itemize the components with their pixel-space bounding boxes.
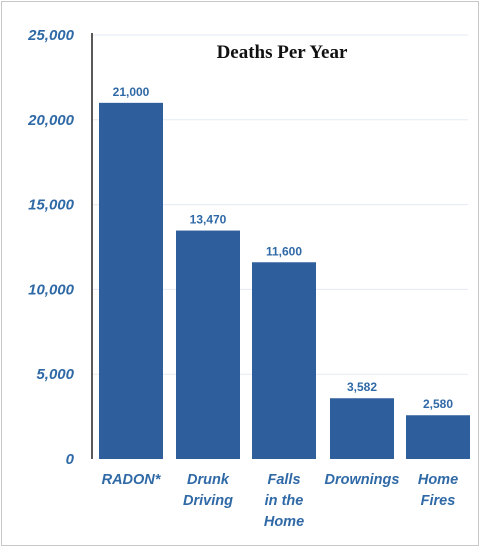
y-tick-label: 25,000 [27, 27, 75, 44]
y-tick-label: 0 [66, 451, 75, 468]
data-label: 13,470 [190, 213, 227, 227]
y-tick-label: 5,000 [36, 366, 74, 383]
x-tick-label: Home Fires [418, 472, 458, 509]
bar [252, 262, 316, 459]
x-tick-label: RADON* [102, 472, 162, 488]
x-tick-label: Drunk Driving [183, 472, 233, 509]
y-tick-label: 20,000 [27, 112, 75, 129]
data-label: 3,582 [347, 380, 377, 394]
bar [406, 415, 470, 459]
bar [99, 102, 163, 459]
x-tick-label: Falls in the Home [264, 472, 304, 530]
bar [176, 230, 240, 459]
bars [99, 102, 470, 459]
chart-title: Deaths Per Year [217, 42, 348, 63]
data-label: 2,580 [423, 397, 453, 411]
y-tick-label: 15,000 [28, 197, 75, 214]
data-labels: 21,000 13,470 11,600 3,582 2,580 [113, 85, 454, 411]
bar [330, 398, 394, 459]
data-label: 11,600 [266, 244, 302, 258]
y-tick-label: 10,000 [28, 281, 75, 298]
data-label: 21,000 [113, 85, 150, 99]
x-tick-label: Drownings [325, 472, 400, 488]
x-axis-labels: RADON* Drunk Driving Falls in the Home Drownin… [102, 472, 459, 530]
y-axis-ticks: 0 5,000 10,000 15,000 20,000 25,000 [27, 27, 468, 468]
